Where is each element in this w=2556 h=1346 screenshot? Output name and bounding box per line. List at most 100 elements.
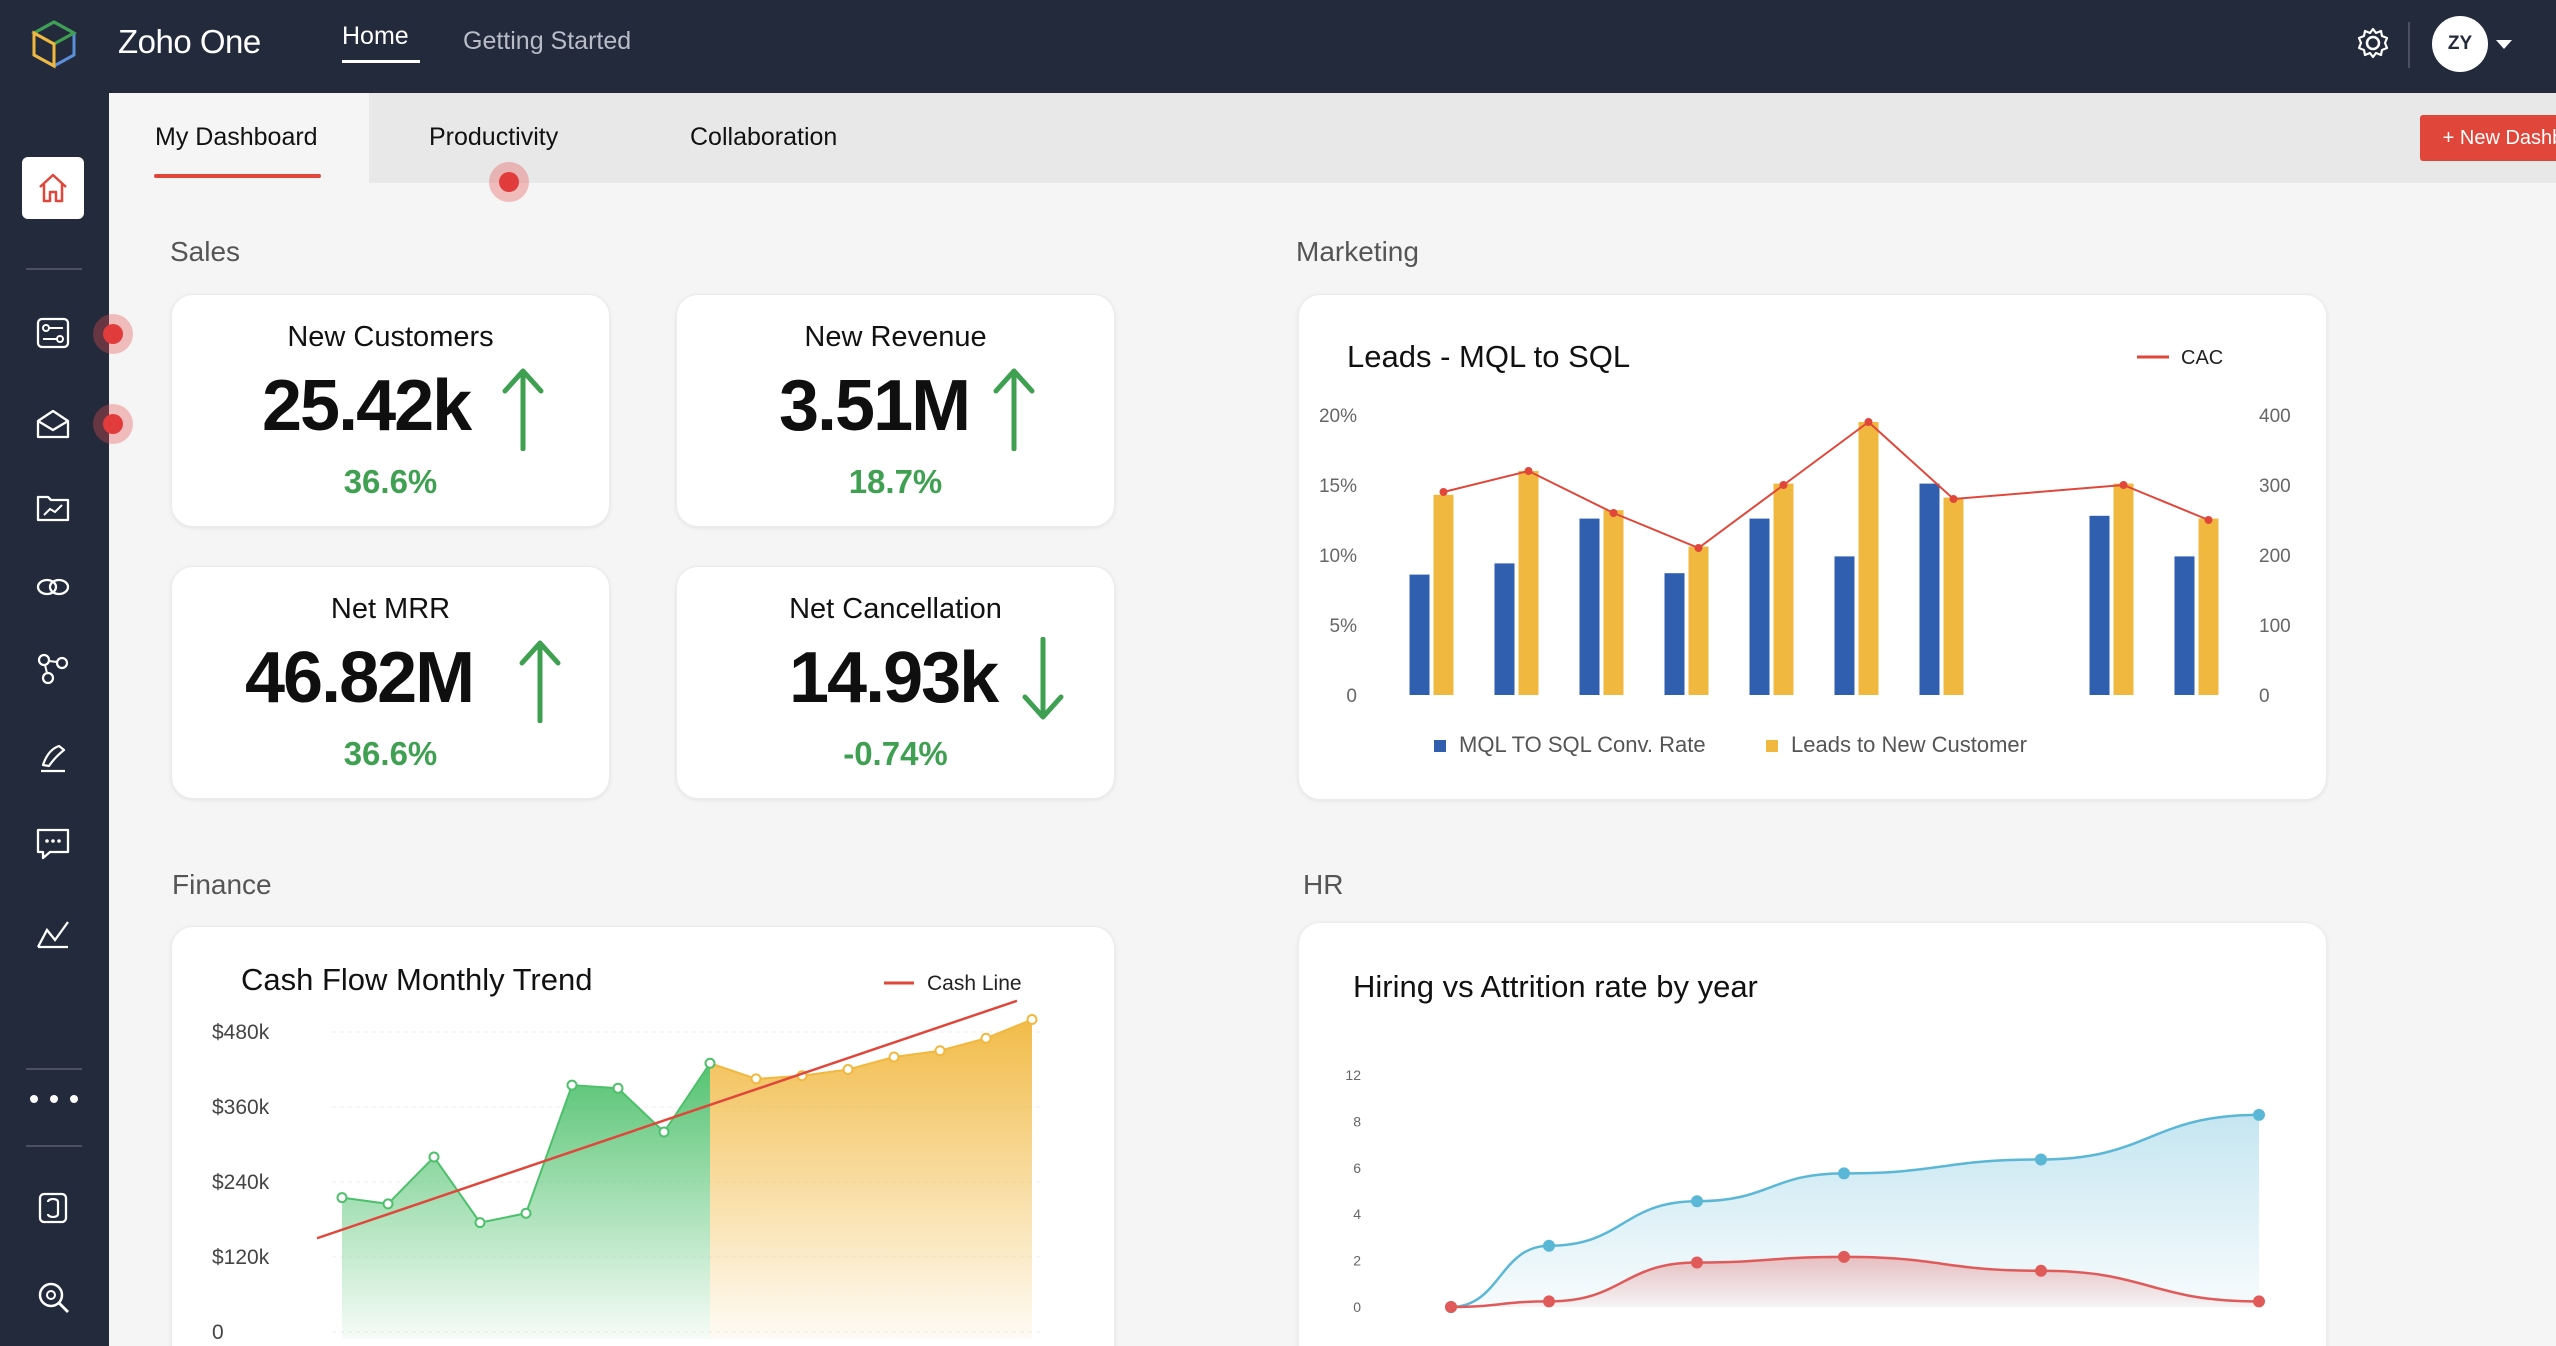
link-icon bbox=[36, 578, 70, 596]
cashflow-chart-card[interactable]: Cash Flow Monthly Trend $480k $360k $240k $… bbox=[171, 926, 1115, 1346]
chat-icon bbox=[36, 828, 70, 860]
sidebar-item-search[interactable] bbox=[30, 1274, 76, 1320]
cac-point bbox=[1439, 488, 1448, 496]
new-dashboard-button[interactable]: + New Dashboard bbox=[2420, 115, 2556, 161]
y-tick-label: $240k bbox=[212, 1171, 270, 1194]
cash-area-green bbox=[342, 1063, 710, 1339]
kpi-label: New Customers bbox=[287, 321, 494, 353]
y-tick-label: $360k bbox=[212, 1096, 270, 1119]
bar-mql-rate bbox=[1919, 483, 1940, 695]
bar-leads-customer bbox=[2198, 518, 2219, 695]
y-tick-label: $120k bbox=[212, 1246, 270, 1269]
nav-home[interactable]: Home bbox=[342, 22, 409, 50]
click-marker bbox=[93, 404, 133, 444]
bar-leads-customer bbox=[1943, 497, 1964, 695]
hr-point bbox=[2253, 1108, 2265, 1121]
cash-point bbox=[566, 1079, 578, 1091]
kpi-label: Net Cancellation bbox=[789, 593, 1002, 625]
tab-collaboration[interactable]: Collaboration bbox=[690, 123, 838, 151]
active-tab-indicator bbox=[154, 174, 321, 178]
y-tick-label: 12 bbox=[1345, 1067, 1361, 1083]
legend-leads-label: Leads to New Customer bbox=[1791, 732, 2027, 757]
bar-mql-rate bbox=[2089, 515, 2110, 695]
chart-title: Hiring vs Attrition rate by year bbox=[1353, 969, 1758, 1004]
bar-mql-rate bbox=[1664, 573, 1685, 695]
cash-line-yellow bbox=[709, 1018, 1033, 1080]
analytics-icon bbox=[36, 921, 69, 949]
bar-mql-rate bbox=[1749, 518, 1770, 695]
cash-area-yellow bbox=[710, 1019, 1032, 1339]
more-icon[interactable] bbox=[30, 1089, 78, 1109]
leads-chart-card[interactable]: Leads - MQL to SQL 20% 15% 10% 5% 0 400 300 200… bbox=[1298, 294, 2327, 800]
cac-point bbox=[1694, 544, 1703, 552]
cash-point bbox=[842, 1064, 854, 1075]
chevron-down-icon[interactable] bbox=[2496, 40, 2512, 49]
kpi-value: 3.51M bbox=[779, 366, 971, 446]
bar-leads-customer bbox=[1603, 510, 1624, 695]
legend-cac-label: CAC bbox=[2181, 347, 2223, 369]
tab-productivity[interactable]: Productivity bbox=[429, 123, 559, 151]
sidebar-item-home[interactable] bbox=[22, 157, 84, 219]
bar-mql-rate bbox=[1834, 556, 1855, 695]
sidebar-item-finance[interactable] bbox=[30, 484, 76, 530]
app-store-icon bbox=[38, 1192, 68, 1224]
kpi-label: Net MRR bbox=[330, 593, 451, 625]
cash-point bbox=[980, 1032, 992, 1044]
sidebar-item-analytics[interactable] bbox=[30, 911, 76, 957]
cash-point bbox=[888, 1051, 900, 1063]
hr-point bbox=[2253, 1295, 2265, 1308]
sidebar-item-chat[interactable] bbox=[30, 820, 76, 866]
cash-point bbox=[750, 1073, 762, 1085]
y-tick-label: 0 bbox=[1346, 686, 1357, 707]
kpi-card-net-mrr[interactable]: Net MRR 46.82M 36.6% bbox=[171, 566, 610, 799]
kpi-card-new-revenue[interactable]: New Revenue 3.51M 18.7% bbox=[676, 294, 1115, 527]
bar-leads-customer bbox=[1518, 471, 1539, 695]
home-icon bbox=[39, 173, 67, 203]
y-tick-label-right: 400 bbox=[2259, 406, 2291, 427]
nav-getting-started[interactable]: Getting Started bbox=[463, 27, 632, 55]
gear-icon[interactable] bbox=[2356, 26, 2390, 60]
cash-point bbox=[520, 1207, 532, 1219]
sidebar-item-mail[interactable] bbox=[30, 401, 76, 447]
y-tick-label: 2 bbox=[1353, 1253, 1361, 1269]
hr-area bbox=[1451, 1114, 2259, 1307]
sidebar-item-sign[interactable] bbox=[30, 735, 76, 781]
cac-point bbox=[1524, 467, 1533, 475]
cash-point bbox=[474, 1217, 486, 1229]
brand-title[interactable]: Zoho One bbox=[118, 23, 261, 60]
hr-point bbox=[2035, 1153, 2047, 1166]
zoho-logo-icon[interactable] bbox=[28, 18, 80, 70]
bar-leads-customer bbox=[1858, 422, 1879, 695]
y-tick-label: 0 bbox=[212, 1321, 224, 1344]
bar-mql-rate bbox=[1579, 518, 1600, 695]
cac-point bbox=[1864, 418, 1873, 426]
hr-chart: 12 8 6 4 2 0 bbox=[1345, 1067, 2265, 1315]
kpi-card-net-cancellation[interactable]: Net Cancellation 14.93k -0.74% bbox=[676, 566, 1115, 799]
y-tick-label: 20% bbox=[1319, 406, 1357, 427]
cash-trend-line bbox=[316, 999, 1018, 1240]
avatar[interactable]: ZY bbox=[2432, 16, 2488, 72]
cash-point bbox=[704, 1057, 716, 1069]
section-title-marketing: Marketing bbox=[1296, 236, 1419, 267]
sidebar-item-workflow[interactable] bbox=[30, 646, 76, 692]
cash-point bbox=[382, 1198, 394, 1210]
sidebar-item-sales[interactable] bbox=[30, 310, 76, 356]
sidebar-item-app-store[interactable] bbox=[30, 1185, 76, 1231]
y-tick-label: 0 bbox=[1353, 1299, 1361, 1315]
sidebar-divider bbox=[26, 1068, 82, 1070]
mail-icon bbox=[36, 409, 70, 439]
hr-point bbox=[1838, 1250, 1850, 1263]
kpi-label: New Revenue bbox=[804, 321, 987, 353]
tab-my-dashboard-bg bbox=[109, 93, 369, 183]
sales-icon bbox=[36, 317, 70, 349]
hr-chart-card[interactable]: Hiring vs Attrition rate by year 12 8 6 4 2 0 bbox=[1298, 922, 2327, 1346]
kpi-card-new-customers[interactable]: New Customers 25.42k 36.6% bbox=[171, 294, 610, 527]
kpi-value: 14.93k bbox=[789, 638, 999, 718]
tab-my-dashboard[interactable]: My Dashboard bbox=[155, 123, 318, 151]
click-marker bbox=[489, 162, 529, 202]
sidebar-item-links[interactable] bbox=[30, 564, 76, 610]
hr-point bbox=[1691, 1256, 1703, 1269]
nodes-icon bbox=[37, 653, 69, 685]
bar-leads-customer bbox=[1773, 483, 1794, 695]
nav-home-underline bbox=[342, 60, 420, 63]
